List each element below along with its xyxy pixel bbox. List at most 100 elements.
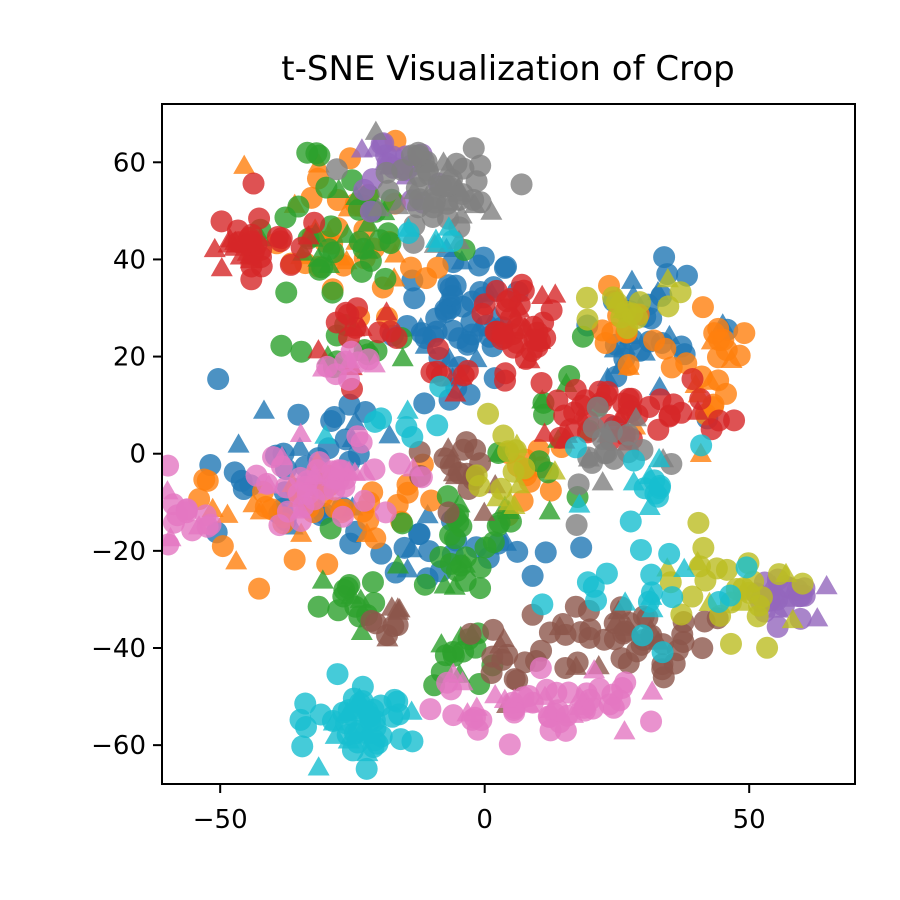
blue-triangle-point xyxy=(400,537,423,558)
cyan-circle-point xyxy=(661,586,684,609)
gray-circle-point xyxy=(375,161,398,184)
olive-circle-point xyxy=(715,558,738,581)
brown-circle-point xyxy=(691,637,714,660)
gray-circle-point xyxy=(469,154,492,177)
olive-circle-point xyxy=(694,569,717,592)
pink-triangle-point xyxy=(289,499,312,519)
red-circle-point xyxy=(514,347,537,370)
gray-circle-point xyxy=(377,179,400,202)
orange-circle-point xyxy=(691,296,714,319)
cyan-circle-point xyxy=(395,415,418,438)
cyan-circle-point xyxy=(576,571,599,594)
cyan-circle-point xyxy=(658,542,681,565)
y-tick-label: −20 xyxy=(91,537,146,567)
pink-circle-point xyxy=(535,678,558,701)
blue-triangle-point xyxy=(344,410,367,431)
brown-circle-point xyxy=(491,648,514,671)
cyan-circle-point xyxy=(595,562,618,585)
pink-triangle-point xyxy=(343,461,366,481)
gray-triangle-point xyxy=(364,120,387,140)
cyan-circle-point xyxy=(363,709,386,732)
green-circle-point xyxy=(319,215,342,238)
green-circle-point xyxy=(270,334,293,357)
blue-circle-point xyxy=(451,295,474,318)
brown-circle-point xyxy=(437,501,460,524)
cyan-circle-point xyxy=(326,663,349,686)
red-circle-point xyxy=(649,388,672,411)
pink-circle-point xyxy=(554,719,577,742)
green-circle-point xyxy=(413,573,436,596)
cyan-circle-point xyxy=(426,414,449,437)
blue-circle-point xyxy=(472,246,495,269)
blue-circle-point xyxy=(223,461,246,484)
pink-triangle-point xyxy=(641,680,664,700)
orange-circle-point xyxy=(248,577,271,600)
blue-circle-point xyxy=(403,287,426,310)
brown-triangle-point xyxy=(386,597,409,617)
orange-triangle-point xyxy=(216,503,239,523)
gray-circle-point xyxy=(617,423,640,446)
olive-circle-point xyxy=(492,424,515,447)
green-circle-point xyxy=(469,577,492,600)
olive-circle-point xyxy=(465,464,488,487)
gray-triangle-point xyxy=(421,176,444,196)
red-circle-point xyxy=(530,372,553,395)
cyan-triangle-point xyxy=(307,756,330,776)
brown-triangle-point xyxy=(440,448,463,468)
cyan-circle-point xyxy=(383,688,406,711)
orange-circle-point xyxy=(396,481,419,504)
pink-circle-point xyxy=(529,657,552,680)
olive-circle-point xyxy=(669,281,692,304)
green-circle-point xyxy=(344,595,367,618)
red-circle-point xyxy=(290,236,313,259)
cyan-triangle-point xyxy=(314,424,337,444)
blue-circle-point xyxy=(570,536,593,559)
pink-triangle-point xyxy=(456,702,479,722)
orange-circle-point xyxy=(714,382,737,405)
blue-triangle-point xyxy=(288,436,311,456)
olive-circle-point xyxy=(626,306,649,329)
green-triangle-point xyxy=(327,178,350,199)
olive-circle-point xyxy=(490,477,513,500)
pink-circle-point xyxy=(176,498,199,521)
red-triangle-point xyxy=(203,237,226,258)
red-circle-point xyxy=(485,279,508,302)
green-circle-point xyxy=(452,640,475,663)
olive-circle-point xyxy=(575,286,598,309)
red-circle-point xyxy=(689,388,712,411)
cyan-circle-point xyxy=(619,510,642,533)
cyan-triangle-point xyxy=(568,493,591,513)
brown-circle-point xyxy=(503,668,526,691)
gray-triangle-point xyxy=(591,471,614,491)
gray-circle-point xyxy=(451,183,474,206)
green-circle-point xyxy=(321,281,344,304)
gray-triangle-point xyxy=(624,407,647,427)
green-circle-point xyxy=(348,230,371,253)
pink-triangle-point xyxy=(613,720,636,740)
green-circle-point xyxy=(296,141,319,164)
cyan-circle-point xyxy=(640,581,663,604)
cyan-triangle-point xyxy=(396,399,419,419)
cyan-circle-point xyxy=(623,449,646,472)
purple-triangle-point xyxy=(815,574,838,595)
green-circle-point xyxy=(391,512,414,535)
gray-circle-point xyxy=(586,396,609,419)
red-circle-point xyxy=(670,401,693,424)
blue-triangle-point xyxy=(227,433,250,453)
cyan-circle-point xyxy=(355,757,378,780)
brown-triangle-point xyxy=(473,501,496,521)
green-circle-point xyxy=(443,527,466,550)
blue-triangle-point xyxy=(620,269,643,289)
pink-circle-point xyxy=(331,505,354,528)
orange-circle-point xyxy=(733,322,756,345)
red-circle-point xyxy=(242,172,265,195)
gray-circle-point xyxy=(567,473,590,496)
olive-triangle-point xyxy=(503,494,526,515)
pink-circle-point xyxy=(338,368,361,391)
cyan-circle-point xyxy=(629,538,652,561)
cyan-triangle-point xyxy=(397,217,420,237)
red-circle-point xyxy=(512,279,535,302)
olive-triangle-point xyxy=(730,591,753,611)
blue-circle-point xyxy=(339,532,362,555)
blue-circle-point xyxy=(521,564,544,587)
